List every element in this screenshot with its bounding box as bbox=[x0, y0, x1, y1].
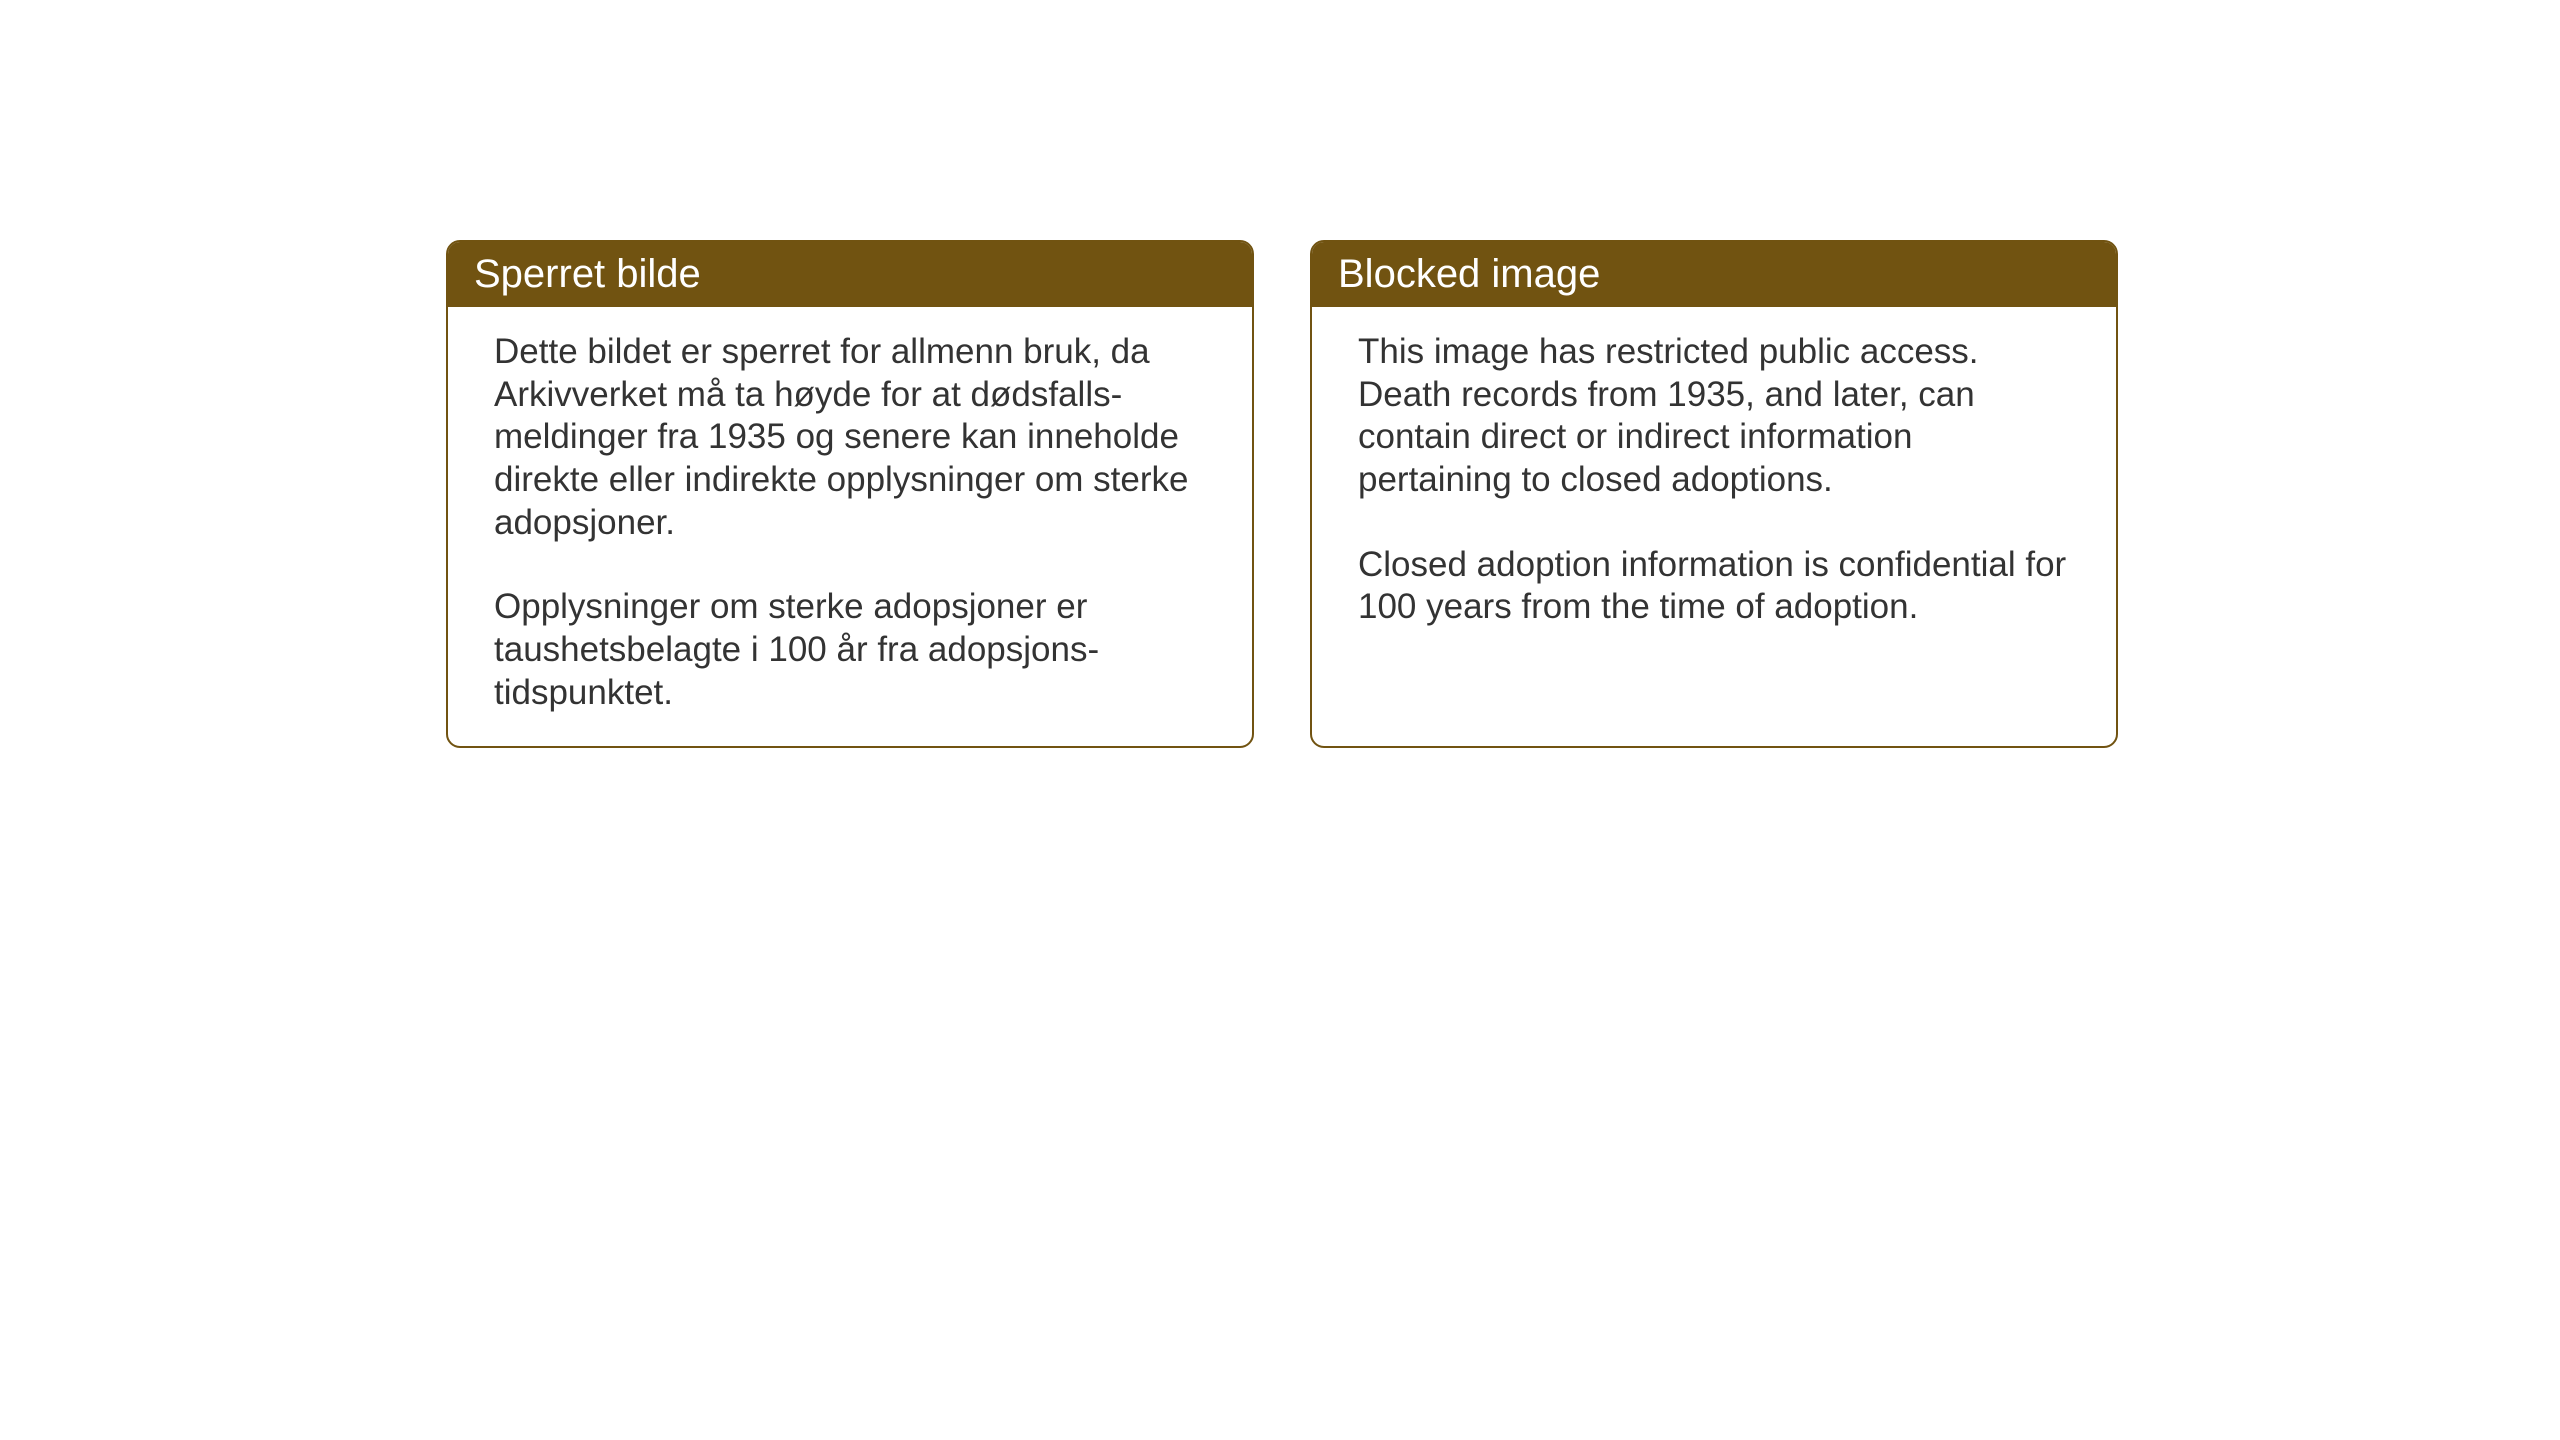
card-header-english: Blocked image bbox=[1312, 242, 2116, 307]
paragraph-text: Opplysninger om sterke adopsjoner er tau… bbox=[494, 586, 1206, 714]
paragraph-text: Closed adoption information is confident… bbox=[1358, 544, 2070, 629]
card-english: Blocked image This image has restricted … bbox=[1310, 240, 2118, 748]
paragraph-text: Dette bildet er sperret for allmenn bruk… bbox=[494, 331, 1206, 544]
card-body-norwegian: Dette bildet er sperret for allmenn bruk… bbox=[448, 307, 1252, 745]
card-norwegian: Sperret bilde Dette bildet er sperret fo… bbox=[446, 240, 1254, 748]
card-header-norwegian: Sperret bilde bbox=[448, 242, 1252, 307]
cards-container: Sperret bilde Dette bildet er sperret fo… bbox=[446, 240, 2118, 748]
card-body-english: This image has restricted public access.… bbox=[1312, 307, 2116, 659]
paragraph-text: This image has restricted public access.… bbox=[1358, 331, 2070, 502]
